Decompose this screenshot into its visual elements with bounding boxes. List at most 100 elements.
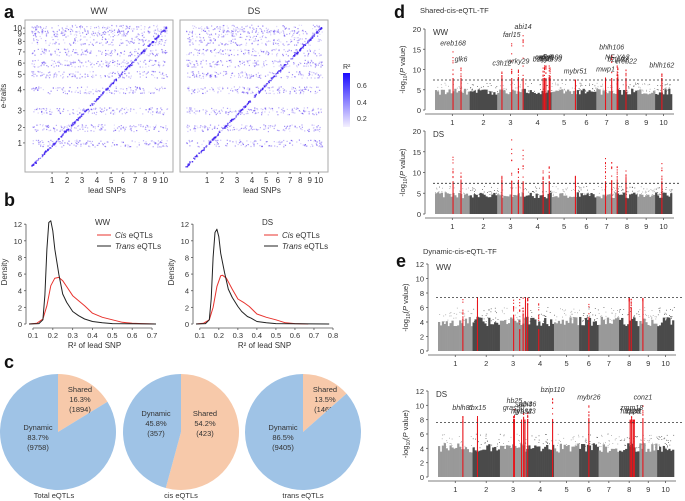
trans-point: [301, 112, 304, 115]
trans-point: [231, 30, 233, 32]
trans-point: [223, 70, 225, 73]
snp-point: [571, 87, 573, 89]
cis-point: [263, 84, 265, 87]
trans-point: [271, 53, 273, 55]
trans-point: [157, 44, 159, 46]
snp-point: [642, 90, 644, 92]
trans-point: [115, 86, 117, 88]
trans-point: [67, 50, 70, 52]
trans-point: [214, 48, 216, 50]
trans-point: [273, 41, 275, 43]
trans-point: [85, 54, 87, 56]
snp-point: [510, 318, 512, 320]
chromosome-fill: [608, 323, 612, 351]
trans-point: [149, 126, 151, 128]
trans-point: [277, 88, 279, 90]
trans-point: [159, 111, 161, 113]
trans-point: [48, 130, 50, 132]
snp-point: [543, 88, 545, 90]
trans-point: [45, 110, 47, 112]
trans-point: [270, 34, 272, 36]
trans-point: [266, 31, 268, 33]
trans-point: [290, 39, 292, 41]
trans-point: [268, 145, 270, 147]
trans-point: [267, 28, 269, 30]
trans-point: [159, 142, 161, 144]
trans-point: [256, 129, 258, 131]
trans-point: [32, 74, 34, 76]
trans-point: [274, 60, 276, 62]
snp-point: [478, 88, 480, 90]
cis-point: [305, 42, 307, 45]
chromosome-fill: [440, 192, 444, 214]
colorbar: [343, 73, 350, 127]
chromosome-label: 2: [481, 222, 485, 231]
trans-point: [151, 92, 153, 94]
trans-point: [120, 25, 122, 27]
cis-point: [143, 51, 146, 53]
trans-point: [261, 114, 263, 116]
trans-point: [128, 92, 130, 94]
hit-point: [522, 158, 524, 160]
chromosome-fill: [666, 94, 669, 110]
trans-point: [104, 27, 106, 29]
hit-peak: [611, 55, 613, 57]
trans-point: [141, 35, 143, 37]
trans-point: [156, 112, 158, 114]
slice-percent: 45.8%: [145, 419, 167, 428]
trans-point: [61, 126, 63, 129]
chromosome-fill: [582, 195, 585, 214]
trans-point: [235, 34, 238, 36]
trans-point: [218, 50, 221, 52]
hit-point: [625, 178, 627, 180]
x-tick-label: 10: [159, 176, 168, 185]
snp-point: [636, 313, 638, 315]
trans-point: [71, 26, 74, 28]
snp-point: [598, 186, 599, 187]
trans-point: [42, 124, 44, 126]
trans-point: [277, 43, 279, 45]
trans-point: [67, 29, 70, 31]
trans-point: [253, 55, 255, 57]
trans-point: [251, 90, 253, 92]
chromosome-fill: [515, 195, 518, 214]
trans-point: [233, 110, 235, 113]
chromosome-fill: [530, 317, 533, 351]
snp-point: [578, 190, 580, 192]
trans-point: [189, 62, 191, 64]
chromosome-block: [472, 307, 501, 351]
trans-point: [201, 30, 203, 32]
hit-point: [542, 180, 544, 183]
chromosome-fill: [649, 325, 652, 351]
trans-point: [189, 31, 191, 33]
trans-point: [63, 31, 65, 33]
trans-point: [142, 140, 145, 142]
trans-point: [92, 44, 94, 46]
trans-point: [164, 35, 166, 37]
snp-point: [538, 307, 540, 308]
x-tick-label: 5: [109, 176, 114, 185]
trans-point: [209, 140, 211, 142]
trans-point: [252, 50, 254, 53]
trans-point: [91, 124, 93, 127]
trans-point: [295, 89, 298, 91]
trans-point: [239, 60, 241, 62]
trans-point: [61, 28, 64, 30]
chromosome-fill: [600, 198, 603, 214]
trans-point: [212, 110, 214, 112]
chromosome-fill: [548, 326, 551, 351]
trans-point: [187, 111, 189, 113]
snp-point: [649, 91, 651, 92]
trans-point: [84, 43, 86, 45]
trans-point: [200, 39, 202, 41]
trans-point: [141, 92, 143, 94]
hit-point: [511, 160, 513, 162]
trans-point: [311, 87, 313, 89]
trans-point: [153, 92, 155, 95]
cis-point: [295, 52, 298, 54]
chromosome-fill: [569, 317, 572, 351]
hit-point: [517, 171, 519, 173]
trans-point: [35, 36, 37, 38]
cis-point: [227, 122, 229, 125]
trans-point: [215, 72, 217, 74]
